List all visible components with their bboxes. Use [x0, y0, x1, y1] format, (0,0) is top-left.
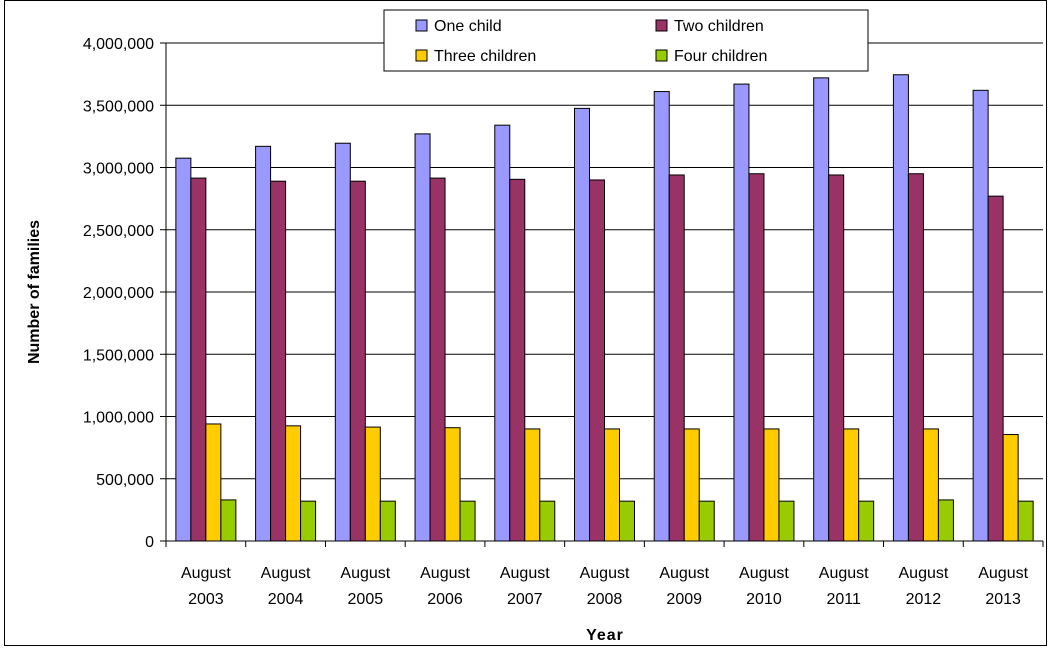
legend-label-one-child: One child — [434, 18, 502, 35]
y-tick-label: 1,000,000 — [83, 410, 154, 427]
bar-four-children — [379, 500, 396, 542]
x-tick-label: August — [899, 565, 949, 582]
bar-two-children — [589, 179, 605, 542]
y-tick-label: 0 — [145, 534, 154, 551]
bar-four-children — [937, 499, 954, 542]
bar-four-children — [300, 500, 317, 542]
bar-four-children — [1017, 500, 1034, 542]
bar-one-child — [334, 142, 351, 542]
y-tick-label: 1,500,000 — [83, 347, 154, 364]
bar-two-children — [349, 180, 366, 542]
x-tick-label: August — [659, 565, 709, 582]
y-tick-label: 2,000,000 — [83, 285, 154, 302]
bar-two-children — [748, 173, 765, 542]
y-tick-label: 4,000,000 — [83, 36, 154, 53]
x-tick-label: August — [181, 565, 231, 582]
legend-label-four-children: Four children — [674, 48, 767, 65]
x-tick-label: 2010 — [746, 591, 782, 608]
legend-box — [383, 9, 869, 72]
x-tick-label: 2009 — [666, 591, 702, 608]
x-tick-label: August — [261, 565, 311, 582]
x-tick-label: 2008 — [587, 591, 623, 608]
x-tick-label: 2006 — [427, 591, 463, 608]
bar-two-children — [270, 180, 287, 542]
x-tick-label: 2012 — [906, 591, 942, 608]
bar-three-children — [683, 428, 700, 542]
bar-one-child — [255, 145, 272, 542]
legend-label-two-children: Two children — [674, 18, 764, 35]
bar-one-child — [494, 124, 511, 542]
x-axis-title: Year — [586, 627, 624, 644]
y-tick-label: 500,000 — [96, 472, 154, 489]
bar-one-child — [733, 83, 750, 542]
bar-three-children — [843, 428, 860, 542]
bar-two-children — [907, 173, 924, 542]
bar-two-children — [429, 177, 446, 542]
axes: 0 500,000 1,000,000 1,500,000 2,000,000 2,500… — [83, 36, 1044, 608]
y-tick-label: 2,500,000 — [83, 223, 154, 240]
bar-two-children — [828, 174, 845, 542]
legend: One child Two children Three children Four … — [383, 9, 869, 72]
bar-one-child — [414, 133, 431, 542]
bar-one-child — [892, 74, 909, 542]
x-tick-label: 2003 — [188, 591, 224, 608]
x-tick-label: 2005 — [348, 591, 384, 608]
bar-three-children — [444, 427, 461, 542]
legend-swatch-one-child — [415, 19, 428, 32]
bar-two-children — [509, 178, 526, 542]
x-tick-label: 2011 — [826, 591, 861, 608]
bar-one-child — [972, 89, 989, 542]
x-tick-label: 2007 — [507, 591, 543, 608]
y-tick-label: 3,500,000 — [83, 98, 154, 115]
legend-swatch-two-children — [655, 19, 668, 32]
bar-one-child — [175, 157, 192, 542]
bar-four-children — [220, 499, 237, 542]
bar-one-child — [653, 91, 670, 542]
bar-four-children — [858, 500, 875, 542]
bar-three-children — [364, 426, 381, 542]
bar-one-child — [574, 107, 590, 542]
x-tick-label: August — [739, 565, 789, 582]
legend-label-three-children: Three children — [434, 48, 536, 65]
x-tick-label: August — [420, 565, 470, 582]
x-tick-label: 2013 — [985, 591, 1021, 608]
bar-three-children — [524, 428, 541, 542]
x-tick-label: 2004 — [268, 591, 304, 608]
bar-three-children — [285, 425, 302, 542]
bar-three-children — [922, 428, 939, 542]
y-axis-title: Number of families — [26, 220, 43, 364]
bar-three-children — [763, 428, 780, 542]
x-tick-label: August — [500, 565, 550, 582]
bar-four-children — [619, 500, 635, 542]
x-tick-label: August — [819, 565, 869, 582]
bar-three-children — [1002, 434, 1019, 542]
legend-swatch-four-children — [655, 49, 668, 62]
bar-two-children — [987, 195, 1004, 542]
x-tick-label: August — [978, 565, 1028, 582]
x-tick-label: August — [340, 565, 390, 582]
bar-three-children — [205, 423, 222, 542]
bars — [175, 74, 1034, 542]
x-tick-label: August — [580, 565, 630, 582]
bar-two-children — [190, 177, 207, 542]
bar-two-children — [668, 174, 685, 542]
bar-three-children — [604, 428, 620, 542]
y-tick-label: 3,000,000 — [83, 161, 154, 178]
bar-one-child — [813, 77, 830, 542]
bar-four-children — [698, 500, 715, 542]
legend-swatch-three-children — [415, 49, 428, 62]
bar-four-children — [778, 500, 795, 542]
bar-four-children — [539, 500, 556, 542]
bar-four-children — [459, 500, 476, 542]
